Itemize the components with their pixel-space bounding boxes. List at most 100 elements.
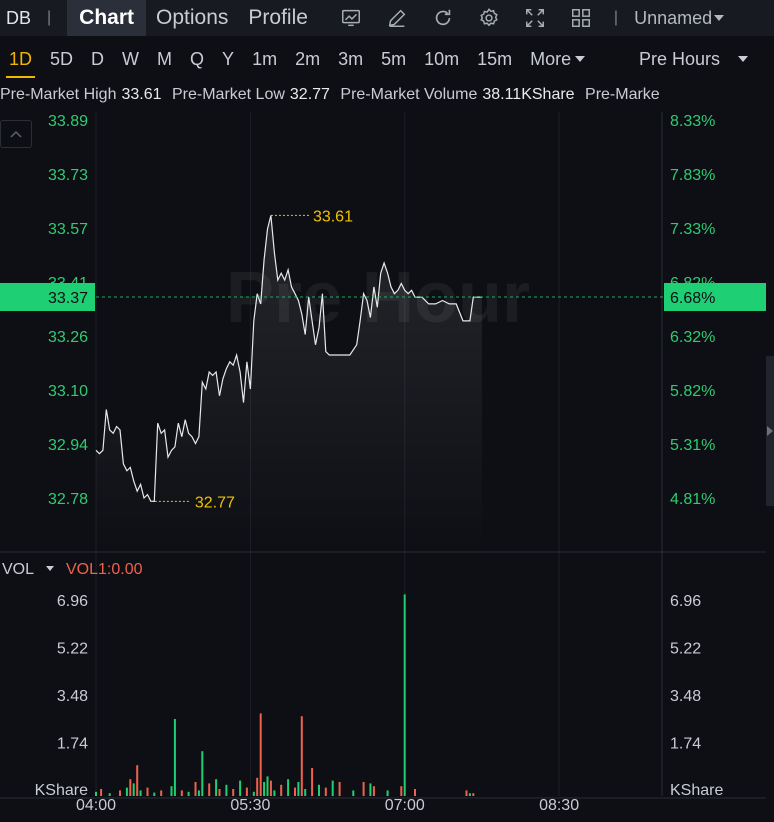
volume-bar bbox=[173, 719, 176, 796]
grid-layout-icon[interactable] bbox=[558, 0, 604, 36]
timeframe-5m[interactable]: 5m bbox=[381, 48, 407, 69]
toolbar-separator: | bbox=[47, 9, 52, 26]
timeframe-y[interactable]: Y bbox=[222, 48, 235, 69]
price-area-fill bbox=[96, 215, 482, 552]
volume-bar bbox=[180, 790, 183, 796]
timeframe-2m[interactable]: 2m bbox=[295, 48, 321, 69]
tab-options[interactable]: Options bbox=[156, 6, 229, 29]
volume-bar bbox=[300, 716, 303, 796]
toolbar-separator-2: | bbox=[613, 9, 619, 26]
timeframe-1d[interactable]: 1D bbox=[0, 40, 41, 78]
volume-bar bbox=[331, 780, 334, 796]
gear-icon[interactable] bbox=[466, 0, 512, 36]
timeframe-3m[interactable]: 3m bbox=[338, 48, 364, 69]
price-tick-label: 33.57 bbox=[48, 221, 88, 238]
fullscreen-icon[interactable] bbox=[512, 0, 558, 36]
price-tick-label: 33.26 bbox=[48, 329, 88, 346]
volume-tick-label: 3.48 bbox=[57, 688, 88, 705]
volume-bar bbox=[146, 787, 149, 796]
percent-tick-label: 5.82% bbox=[670, 383, 715, 400]
percent-tick-label: 4.81% bbox=[670, 491, 715, 508]
pre-market-high-value: 33.61 bbox=[121, 86, 162, 103]
time-tick-label: 07:00 bbox=[385, 797, 425, 814]
percent-tick-label: 7.33% bbox=[670, 221, 715, 238]
volume-bar bbox=[187, 791, 190, 796]
volume-bar bbox=[245, 787, 248, 796]
volume-tick-label-right: 5.22 bbox=[670, 641, 701, 658]
timeframe-m[interactable]: M bbox=[157, 48, 173, 69]
volume-label: VOL bbox=[2, 561, 34, 578]
volume-bar bbox=[194, 782, 197, 796]
more-timeframes-button[interactable]: More bbox=[521, 40, 594, 78]
percent-tick-label: 6.32% bbox=[670, 329, 715, 346]
volume-bar bbox=[338, 782, 341, 796]
volume-tick-label: 6.96 bbox=[57, 593, 88, 610]
volume-bar bbox=[160, 790, 163, 796]
current-percent-label: 6.68% bbox=[670, 290, 715, 307]
timeframe-15m[interactable]: 15m bbox=[477, 48, 513, 69]
volume-bar bbox=[108, 793, 111, 796]
volume-bar bbox=[324, 787, 327, 796]
volume-bar bbox=[369, 783, 372, 796]
volume-bar bbox=[386, 790, 389, 796]
pre-market-info-bar: Pre-Market High 33.61 Pre-Market Low 32.77… bbox=[0, 86, 766, 112]
current-price-label: 33.37 bbox=[48, 290, 88, 307]
volume-bar bbox=[170, 786, 173, 796]
price-tick-label: 33.89 bbox=[48, 113, 88, 130]
high-marker-label: 33.61 bbox=[313, 208, 353, 225]
volume-bar bbox=[465, 790, 468, 796]
volume-bar bbox=[403, 594, 406, 796]
top-toolbar: DB | Chart Options Profile | Unnamed bbox=[0, 0, 774, 36]
timeframe-1m[interactable]: 1m bbox=[252, 48, 278, 69]
pre-market-volume-label: Pre-Market Volume bbox=[340, 86, 478, 103]
price-tick-label: 33.10 bbox=[48, 383, 88, 400]
chevron-up-icon bbox=[10, 130, 22, 138]
pre-market-low-label: Pre-Market Low bbox=[171, 86, 285, 103]
time-tick-label: 05:30 bbox=[230, 797, 270, 814]
right-panel-handle[interactable] bbox=[766, 356, 774, 506]
volume-bar bbox=[225, 784, 228, 796]
volume-bar bbox=[239, 780, 242, 796]
low-marker-label: 32.77 bbox=[195, 494, 235, 511]
volume-bar bbox=[318, 784, 320, 796]
pre-market-high-label: Pre-Market High bbox=[0, 86, 117, 103]
current-price-badge bbox=[0, 283, 95, 311]
volume-bar bbox=[100, 789, 103, 796]
percent-tick-label: 5.31% bbox=[670, 437, 715, 454]
caret-down-icon[interactable] bbox=[46, 566, 54, 571]
timeframe-q[interactable]: Q bbox=[190, 48, 205, 69]
timeframe-d[interactable]: D bbox=[91, 48, 105, 69]
volume-bar bbox=[266, 776, 269, 796]
pre-market-volume-value: 38.11KShare bbox=[482, 86, 575, 103]
volume-bar bbox=[129, 779, 132, 796]
refresh-icon[interactable] bbox=[420, 0, 466, 36]
collapse-panel-button[interactable] bbox=[0, 120, 32, 148]
volume-tick-label-right: 3.48 bbox=[670, 688, 701, 705]
timeframe-5d[interactable]: 5D bbox=[50, 48, 74, 69]
ticker-symbol[interactable]: DB bbox=[6, 7, 32, 28]
pre-market-low-value: 32.77 bbox=[289, 86, 330, 103]
tab-profile[interactable]: Profile bbox=[248, 6, 308, 29]
volume-bar bbox=[215, 779, 218, 796]
volume-bar bbox=[297, 782, 300, 796]
session-selector[interactable]: Pre Hours bbox=[639, 40, 748, 78]
caret-down-icon bbox=[714, 15, 725, 21]
tab-chart[interactable]: Chart bbox=[67, 0, 147, 36]
volume-bar bbox=[259, 713, 262, 796]
timeframe-w[interactable]: W bbox=[122, 48, 140, 69]
chart-line-icon[interactable] bbox=[328, 0, 374, 36]
layout-name: Unnamed bbox=[634, 7, 713, 28]
volume-indicator-label: VOL1:0.00 bbox=[66, 561, 143, 578]
volume-unit-label: KShare bbox=[35, 782, 88, 799]
volume-tick-label: 5.22 bbox=[57, 641, 88, 658]
volume-bar bbox=[472, 793, 475, 796]
pencil-icon[interactable] bbox=[374, 0, 420, 36]
timeframe-10m[interactable]: 10m bbox=[424, 48, 460, 69]
layout-selector[interactable]: Unnamed bbox=[634, 7, 725, 29]
volume-bar bbox=[218, 789, 221, 796]
volume-bar bbox=[372, 786, 375, 796]
volume-bar bbox=[362, 782, 365, 796]
timeframe-bar: 1D 5D D W M Q Y 1m 2m 3m 5m 10m 15m More… bbox=[0, 40, 774, 78]
volume-bar bbox=[468, 793, 471, 796]
